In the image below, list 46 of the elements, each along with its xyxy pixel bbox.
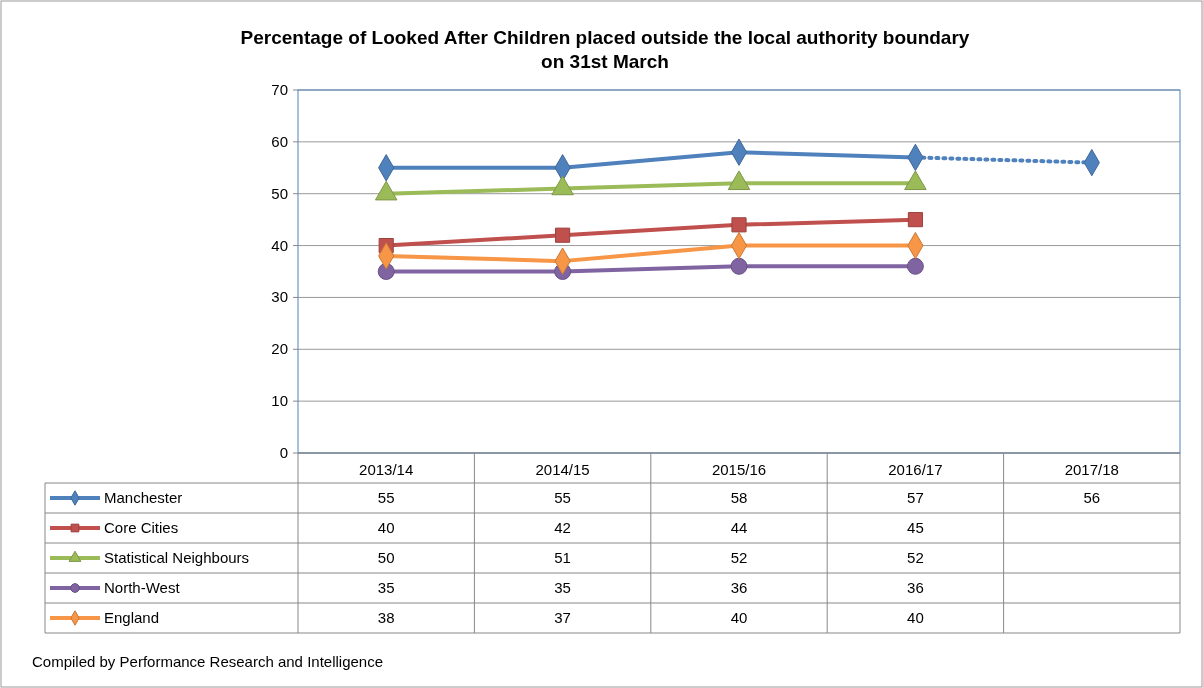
y-tick-label: 10 (271, 392, 288, 410)
y-tick-label: 60 (271, 132, 288, 150)
data-label: 42 (554, 519, 571, 536)
y-tick-label: 20 (271, 340, 288, 358)
point (555, 227, 571, 243)
data-label: 35 (377, 579, 395, 596)
x-tick-label: 2015/16 (711, 461, 767, 478)
data-label: 40 (907, 609, 924, 626)
point (730, 257, 748, 275)
legend-label: Manchester (104, 489, 183, 506)
point (907, 212, 923, 228)
data-label: 45 (907, 519, 924, 536)
data-label: 55 (377, 489, 395, 506)
data-label: 36 (907, 579, 924, 596)
data-label: 56 (1083, 489, 1101, 506)
data-label: 38 (377, 609, 395, 626)
chart-title: Percentage of Looked After Children placed outside the local authority boundary on 31st March (240, 27, 970, 72)
data-label: 50 (377, 549, 395, 566)
data-label: 40 (377, 519, 395, 536)
data-label: 37 (554, 609, 571, 626)
y-tick-label: 40 (271, 236, 288, 254)
data-label: 44 (730, 519, 748, 536)
x-tick-label: 2017/18 (1064, 461, 1119, 478)
data-label: 51 (554, 549, 571, 566)
data-label: 57 (907, 489, 924, 506)
data-label: 52 (730, 549, 748, 566)
x-tick-label: 2013/14 (359, 461, 414, 478)
legend-label: Statistical Neighbours (104, 549, 250, 566)
legend-label: Core Cities (104, 519, 179, 536)
data-label: 52 (907, 549, 924, 566)
y-tick-label: 70 (271, 81, 288, 98)
x-tick-label: 2016/17 (888, 461, 943, 478)
x-tick-label: 2014/15 (535, 461, 590, 478)
y-tick-label: 30 (271, 288, 288, 306)
data-label: 40 (730, 609, 748, 626)
point (731, 217, 747, 233)
point (906, 257, 924, 275)
text: Compiled by Performance Research and Intelligence (32, 653, 384, 670)
y-tick-label: 0 (279, 444, 288, 461)
y-tick-label: 50 (271, 184, 288, 202)
data-label: 58 (730, 489, 748, 506)
data-label: 35 (554, 579, 571, 596)
data-label: 36 (730, 579, 748, 596)
data-label: 55 (554, 489, 571, 506)
legend-label: North-West (104, 579, 181, 596)
legend-label: England (104, 609, 160, 626)
